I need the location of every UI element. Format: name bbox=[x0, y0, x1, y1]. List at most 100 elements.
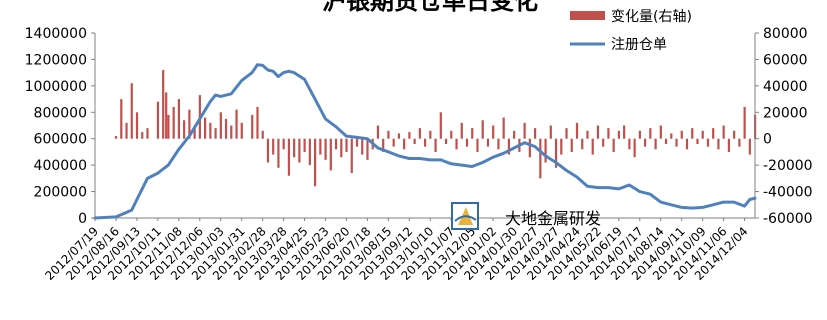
y-right-tick-label: -40000 bbox=[763, 185, 813, 201]
line-point bbox=[167, 164, 170, 166]
bar-change bbox=[146, 128, 149, 139]
bar-change bbox=[319, 138, 322, 155]
y-left-tick-label: 1400000 bbox=[25, 26, 87, 42]
bar-change bbox=[497, 138, 500, 150]
line-point bbox=[251, 71, 253, 74]
bar-change bbox=[439, 112, 442, 139]
bar-change bbox=[162, 70, 165, 139]
bar-change bbox=[513, 130, 516, 139]
line-point bbox=[272, 70, 274, 73]
line-point bbox=[544, 155, 547, 157]
bar-change bbox=[303, 138, 306, 152]
bar-change bbox=[361, 138, 364, 155]
bar-change bbox=[177, 99, 181, 139]
bar-change bbox=[293, 138, 296, 158]
watermark-logo-wave bbox=[454, 215, 477, 222]
bar-change bbox=[675, 138, 678, 147]
line-point bbox=[555, 161, 557, 164]
line-point bbox=[618, 188, 620, 190]
bar-change bbox=[120, 99, 123, 139]
y-right-tick-label: 40000 bbox=[763, 79, 808, 95]
watermark-text: 大地金属研发 bbox=[505, 209, 601, 228]
bar-change bbox=[193, 125, 196, 139]
bar-change bbox=[560, 138, 563, 155]
line-point bbox=[256, 63, 259, 66]
line-point bbox=[649, 193, 652, 196]
legend-label-bar: 变化量(右轴) bbox=[611, 9, 692, 25]
line-point bbox=[733, 201, 735, 203]
bar-change bbox=[586, 130, 589, 139]
bar-change bbox=[534, 128, 537, 139]
line-point bbox=[701, 206, 704, 209]
line-point bbox=[460, 164, 463, 166]
line-point bbox=[377, 147, 379, 149]
bar-change bbox=[460, 122, 463, 139]
bar-change bbox=[429, 130, 432, 139]
y-right-tick-label: 0 bbox=[763, 132, 772, 148]
bar-change bbox=[188, 109, 191, 139]
y-left-tick-label: 600000 bbox=[34, 132, 87, 148]
bar-change bbox=[261, 130, 264, 139]
bar-change bbox=[455, 138, 458, 150]
line-point bbox=[628, 184, 631, 186]
bar-change bbox=[628, 138, 631, 150]
bar-change bbox=[114, 136, 118, 139]
bar-change bbox=[544, 138, 547, 163]
line-point bbox=[450, 163, 452, 165]
bar-change bbox=[471, 128, 474, 139]
line-point bbox=[324, 118, 327, 120]
chart-title: 沪银期货仓单日变化 bbox=[322, 0, 538, 15]
line-point bbox=[743, 205, 746, 207]
legend: 变化量(右轴) 注册仓单 bbox=[570, 9, 692, 53]
y-left-tick-label: 0 bbox=[78, 211, 87, 227]
line-point bbox=[267, 69, 269, 71]
bar-change bbox=[214, 128, 217, 139]
line-point bbox=[471, 165, 473, 168]
y-right-tick-label: 20000 bbox=[763, 105, 808, 121]
line-point bbox=[136, 198, 138, 201]
bar-change bbox=[727, 138, 731, 152]
tick-labels: 0200000400000600000800000100000012000001… bbox=[25, 26, 813, 283]
bar-change bbox=[465, 138, 469, 147]
bar-change bbox=[523, 122, 526, 139]
bar-series bbox=[114, 70, 757, 187]
bar-change bbox=[366, 138, 369, 160]
y-left-tick-label: 1000000 bbox=[25, 79, 87, 95]
line-point bbox=[712, 203, 714, 206]
legend-swatch-bar bbox=[570, 11, 605, 20]
bar-change bbox=[670, 133, 673, 139]
line-point bbox=[303, 78, 306, 81]
bar-change bbox=[156, 101, 160, 139]
line-point bbox=[429, 159, 432, 161]
line-point bbox=[130, 209, 133, 211]
line-series bbox=[93, 63, 757, 220]
bar-change bbox=[738, 138, 741, 147]
bar-change bbox=[612, 138, 615, 152]
bar-change bbox=[444, 138, 448, 144]
bar-change bbox=[712, 128, 715, 139]
bar-change bbox=[549, 125, 552, 139]
line-point bbox=[146, 177, 149, 180]
bar-change bbox=[277, 138, 280, 168]
bar-change bbox=[382, 138, 385, 152]
bar-change bbox=[748, 138, 751, 155]
y-left-tick-label: 1200000 bbox=[25, 52, 87, 68]
line-point bbox=[597, 186, 599, 189]
y-right-tick-label: -20000 bbox=[763, 158, 813, 174]
bar-change bbox=[680, 130, 683, 139]
bar-change bbox=[539, 138, 542, 179]
bar-change bbox=[272, 138, 275, 155]
bar-change bbox=[623, 125, 626, 139]
bar-change bbox=[696, 138, 699, 144]
line-point bbox=[198, 118, 201, 120]
y-right-tick-label: 60000 bbox=[763, 52, 808, 68]
line-point bbox=[523, 141, 526, 144]
bar-change bbox=[130, 83, 133, 139]
bar-change bbox=[167, 114, 170, 139]
bar-change bbox=[649, 128, 652, 139]
bar-change bbox=[314, 138, 317, 187]
bar-change bbox=[575, 122, 579, 139]
line-point bbox=[659, 201, 662, 203]
bar-change bbox=[224, 118, 228, 139]
bar-change bbox=[240, 122, 243, 139]
